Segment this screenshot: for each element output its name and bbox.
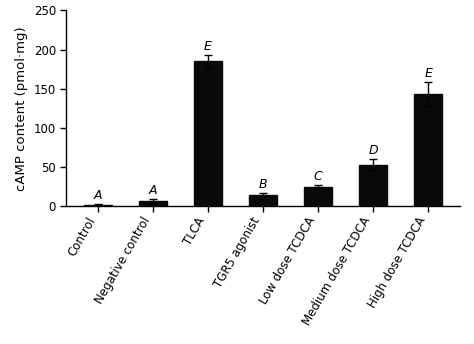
- Text: E: E: [424, 67, 432, 80]
- Bar: [84, 205, 112, 206]
- Bar: [194, 61, 222, 206]
- Bar: [304, 187, 332, 206]
- Text: E: E: [204, 40, 212, 53]
- Bar: [414, 94, 442, 206]
- Text: A: A: [94, 189, 102, 202]
- Y-axis label: cAMP content (pmol·mg): cAMP content (pmol·mg): [15, 26, 28, 191]
- Bar: [359, 165, 387, 206]
- Bar: [249, 195, 277, 206]
- Text: D: D: [368, 144, 378, 157]
- Text: A: A: [149, 184, 157, 197]
- Text: C: C: [314, 170, 322, 183]
- Bar: [139, 201, 167, 206]
- Text: B: B: [259, 178, 267, 191]
